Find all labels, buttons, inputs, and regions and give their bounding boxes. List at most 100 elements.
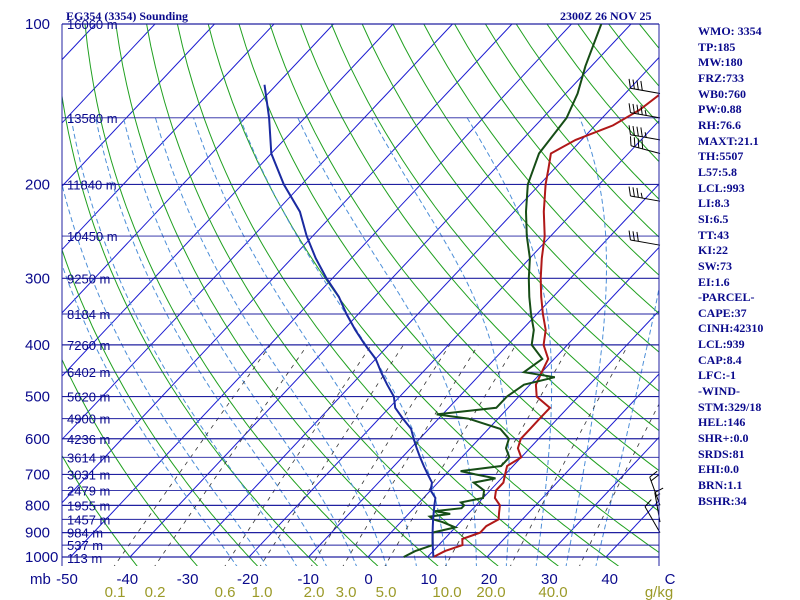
index-line: WB0:760	[698, 86, 746, 101]
index-line: SW:73	[698, 258, 733, 273]
height-label: 3614 m	[67, 450, 110, 465]
wind-barb-feather	[644, 499, 652, 507]
indices-panel: WMO: 3354 TP:185 MW:180 FRZ:733 WB0:760 PW:0.…	[698, 24, 798, 509]
pressure-labels: 100 200 300 400 500 600 700 800 900 1000 mb	[25, 16, 58, 588]
mixing-ratio-line	[259, 344, 404, 566]
dry-adiabat-line	[269, 24, 659, 512]
temperature-tick-label: 20	[481, 571, 498, 588]
moist-adiabat-line	[193, 117, 417, 566]
height-label: 1457 m	[67, 512, 110, 527]
index-line: EHI:0.0	[698, 462, 740, 477]
height-label: 13580 m	[67, 111, 118, 126]
temperature-tick-label: -40	[116, 571, 138, 588]
wind-barb-feather	[636, 80, 639, 90]
wind-barb-feather	[649, 470, 658, 478]
dry-adiabat-line	[62, 454, 138, 566]
height-label: 11840 m	[67, 177, 117, 192]
mixing-ratio-tick-label: 40.0	[538, 584, 567, 600]
dry-adiabat-line	[361, 24, 659, 392]
index-line: LCL:939	[698, 337, 745, 352]
index-line: BSHR:34	[698, 493, 747, 508]
parcel-line	[263, 84, 437, 558]
height-label: 984 m	[67, 526, 103, 541]
wind-barb-feather	[629, 136, 632, 146]
wind-barb	[628, 186, 661, 202]
index-line: STM:329/18	[698, 399, 762, 414]
wind-barb-feather	[641, 139, 644, 149]
wind-barb-feather	[632, 79, 635, 90]
isotherm-line	[367, 246, 659, 558]
background-grid	[62, 24, 659, 566]
isotherm-line	[62, 24, 394, 377]
dry-adiabat-line	[423, 24, 659, 315]
wind-barb-staff	[630, 145, 661, 155]
dry-adiabat-line	[238, 24, 659, 554]
index-line: CINH:42310	[698, 321, 764, 336]
pressure-label: 100	[25, 16, 50, 33]
mixing-ratio-tick-labels: 0.1 0.2 0.6 1.0 2.0 3.0 5.0 10.0 20.0 40.0 g/kg	[105, 584, 674, 600]
isotherm-line	[62, 24, 215, 187]
wind-barb-half-feather	[640, 192, 643, 199]
temperature-tick-label: 40	[601, 571, 618, 588]
index-line: TH:5507	[698, 149, 744, 164]
wind-barbs	[628, 78, 664, 533]
index-line: SHR+:0.0	[698, 431, 749, 446]
wind-barb	[628, 125, 661, 141]
chart-datetime: 2300Z 26 NOV 25	[560, 9, 652, 23]
mixing-ratio-tick-label: 5.0	[376, 584, 397, 600]
isotherm-line	[248, 120, 659, 558]
moist-adiabat-line	[371, 117, 510, 566]
isotherm-line	[189, 56, 659, 558]
chart-title: EG354 (3354) Sounding	[66, 9, 189, 23]
wind-barb-feather	[633, 137, 636, 147]
dry-adiabat-line	[300, 24, 659, 472]
height-label: 537 m	[67, 538, 103, 553]
pressure-label: 1000	[25, 549, 58, 566]
mixing-ratio-line	[224, 344, 372, 566]
wind-barb-feather	[628, 78, 631, 89]
dry-adiabat-line	[176, 24, 559, 566]
wind-barb-feather	[628, 103, 631, 113]
index-line: KI:22	[698, 243, 728, 258]
index-line: SI:6.5	[698, 211, 729, 226]
temperature-line	[432, 93, 659, 558]
moist-adiabat-line	[62, 263, 238, 566]
wind-barb-feather	[636, 126, 639, 137]
index-line: CAP:8.4	[698, 352, 742, 367]
mixing-ratio-tick-label: g/kg	[645, 584, 673, 600]
mixing-ratio-tick-label: 20.0	[476, 584, 505, 600]
wind-barb-feather	[632, 103, 635, 114]
mixing-ratio-tick-label: 2.0	[304, 584, 325, 600]
temperature-tick-label: 10	[420, 571, 437, 588]
wind-barb-staff	[649, 476, 661, 506]
dry-adiabat-line	[84, 24, 379, 566]
temperature-tick-labels: -50 -40 -30 -20 -10 0 10 20 30 40 C	[56, 571, 675, 588]
index-line: WMO: 3354	[698, 24, 762, 38]
pressure-label: 500	[25, 389, 50, 406]
index-line: MW:180	[698, 55, 743, 70]
temperature-tick-label: 30	[541, 571, 558, 588]
moist-adiabat-line	[565, 117, 607, 566]
profile-lines	[263, 24, 659, 558]
isotherm-line	[427, 309, 659, 558]
height-label: 16060 m	[67, 17, 118, 32]
mixing-ratio-tick-label: 0.6	[215, 584, 236, 600]
wind-barb	[644, 499, 661, 533]
height-label: 6402 m	[67, 365, 110, 380]
height-label: 5620 m	[67, 390, 110, 405]
dry-adiabat-line	[62, 358, 198, 566]
wind-barb	[628, 230, 661, 246]
dewpoint-line	[403, 24, 603, 558]
moist-adiabat-line	[122, 117, 357, 566]
wind-barb-feather	[636, 187, 639, 198]
pressure-unit-label: mb	[30, 571, 51, 588]
index-line: -PARCEL-	[698, 290, 755, 305]
index-line: LFC:-1	[698, 368, 736, 383]
wind-barb	[628, 103, 661, 119]
wind-barb-feather	[632, 187, 635, 197]
wind-barb-staff	[630, 195, 661, 202]
isotherm-line	[62, 24, 156, 124]
isotherm-line	[486, 373, 659, 558]
height-labels: 16060 m 13580 m 11840 m 10450 m 9250 m 8184 m…	[67, 17, 118, 566]
